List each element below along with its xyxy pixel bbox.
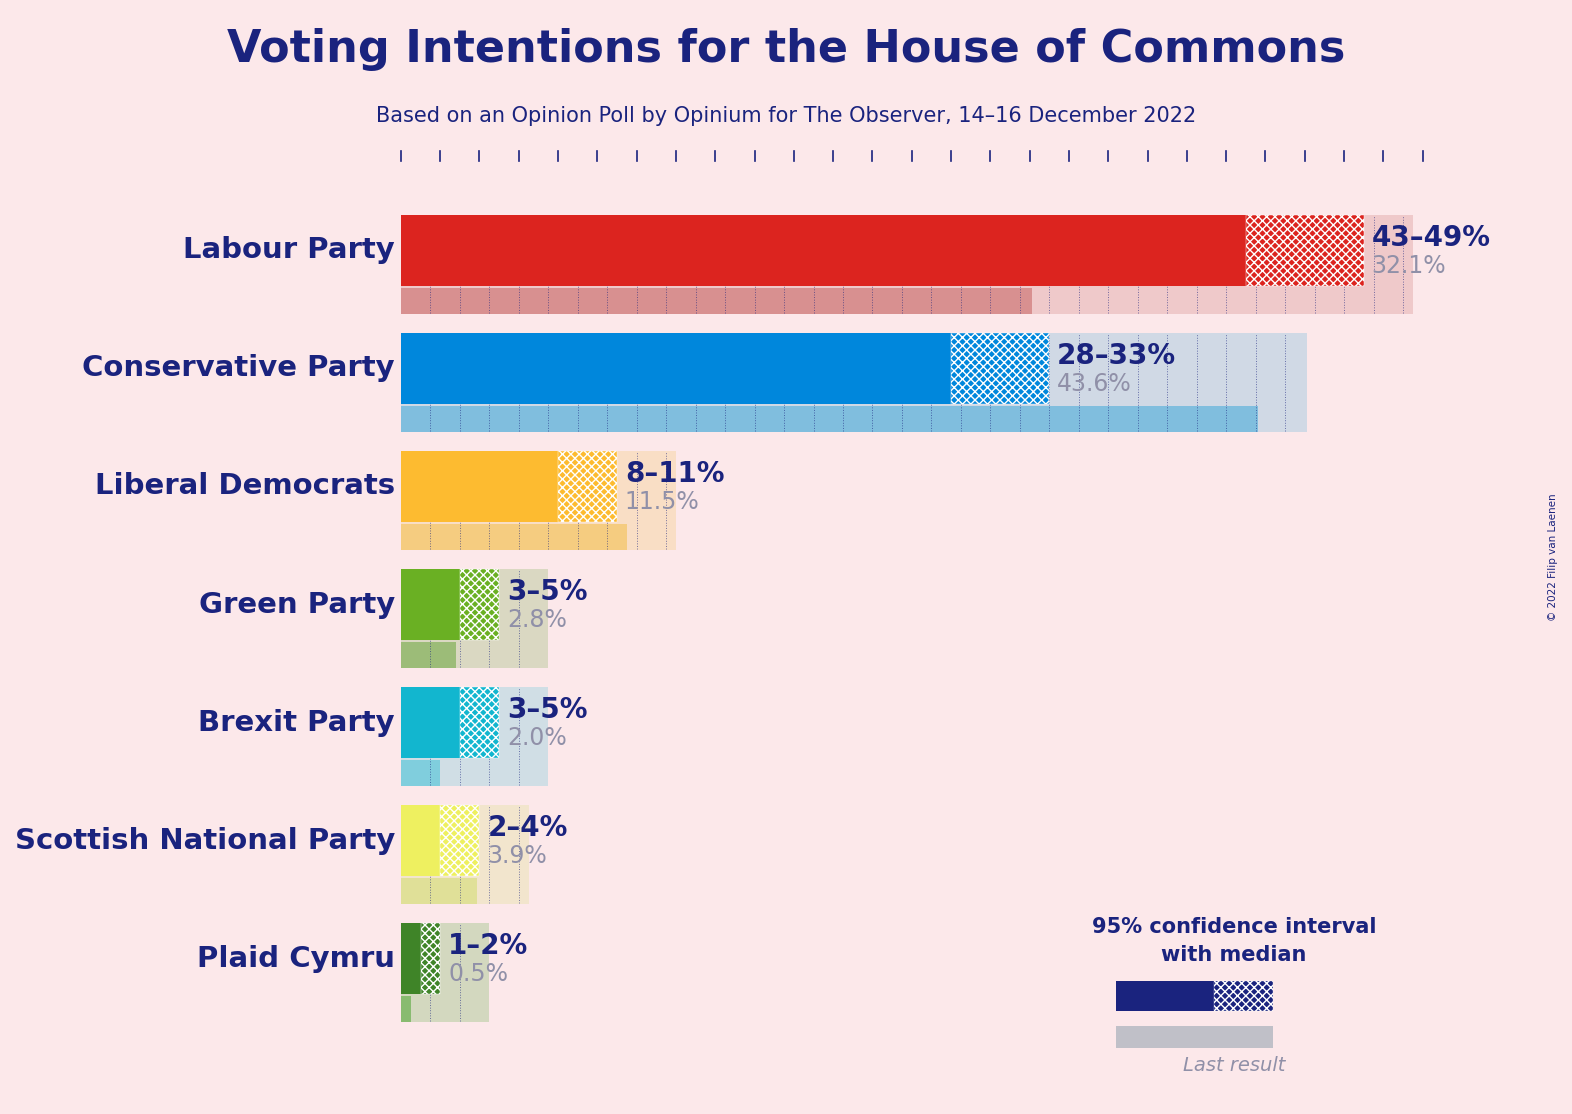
Text: 32.1%: 32.1% [1372, 254, 1446, 278]
Text: Scottish National Party: Scottish National Party [14, 827, 395, 854]
Text: 28–33%: 28–33% [1058, 342, 1176, 370]
Bar [401, 451, 558, 521]
Text: 2–4%: 2–4% [487, 814, 567, 842]
Text: Based on an Opinion Poll by Opinium for The Observer, 14–16 December 2022: Based on an Opinion Poll by Opinium for … [376, 106, 1196, 126]
Text: 11.5%: 11.5% [626, 490, 700, 514]
Bar [461, 569, 500, 639]
Bar [401, 687, 549, 786]
Bar [401, 924, 421, 994]
Bar [1214, 981, 1273, 1012]
Text: 43.6%: 43.6% [1058, 372, 1132, 395]
Bar [1245, 215, 1364, 286]
Text: 3–5%: 3–5% [508, 696, 588, 724]
Text: 95% confidence interval
with median: 95% confidence interval with median [1093, 917, 1376, 966]
Bar [401, 996, 410, 1023]
Bar [401, 525, 627, 550]
Text: 43–49%: 43–49% [1372, 224, 1490, 252]
Bar [401, 215, 1413, 314]
Text: 1–2%: 1–2% [448, 932, 528, 960]
Bar [401, 569, 549, 668]
Text: Green Party: Green Party [198, 590, 395, 618]
Bar [401, 805, 528, 905]
Text: Liberal Democrats: Liberal Democrats [94, 472, 395, 500]
Bar [1116, 981, 1214, 1012]
Bar [401, 289, 1031, 314]
Bar [461, 687, 500, 758]
Bar [401, 687, 461, 758]
Text: Conservative Party: Conservative Party [82, 354, 395, 382]
Text: 0.5%: 0.5% [448, 962, 508, 986]
Text: 3–5%: 3–5% [508, 578, 588, 606]
Bar [440, 805, 479, 876]
Text: 8–11%: 8–11% [626, 460, 725, 488]
Text: Labour Party: Labour Party [184, 236, 395, 264]
Bar [401, 805, 440, 876]
Bar [401, 878, 478, 905]
Bar [951, 333, 1050, 404]
Bar [421, 924, 440, 994]
Text: 2.8%: 2.8% [508, 608, 567, 632]
Bar [401, 451, 676, 550]
Text: © 2022 Filip van Laenen: © 2022 Filip van Laenen [1548, 494, 1558, 620]
Bar [401, 333, 951, 404]
Bar [401, 761, 440, 786]
Text: Brexit Party: Brexit Party [198, 709, 395, 736]
Text: Plaid Cymru: Plaid Cymru [196, 945, 395, 973]
Bar [558, 451, 618, 521]
Bar [401, 569, 461, 639]
Bar [401, 643, 456, 668]
Text: Voting Intentions for the House of Commons: Voting Intentions for the House of Commo… [226, 28, 1346, 71]
Bar [401, 407, 1258, 432]
Bar [401, 215, 1245, 286]
Bar [401, 924, 489, 1023]
Bar [401, 333, 1306, 432]
Text: 2.0%: 2.0% [508, 726, 567, 750]
Text: 3.9%: 3.9% [487, 844, 547, 868]
Text: Last result: Last result [1182, 1056, 1286, 1075]
